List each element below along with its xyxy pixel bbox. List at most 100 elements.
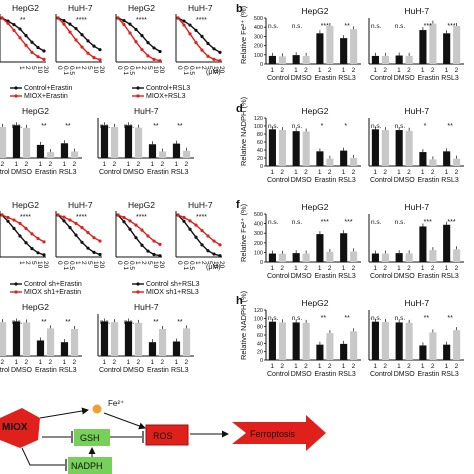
bar-1 [316, 234, 324, 262]
data-point-red [12, 28, 16, 32]
x-tick-label: 1 [18, 66, 25, 70]
legend-marker [14, 86, 18, 90]
group-label: Erastin [315, 371, 337, 378]
data-point-red [134, 40, 138, 44]
bar-sublabel: 1 [445, 265, 449, 272]
x-tick-label: 20 [218, 261, 225, 269]
bar-1 [371, 55, 379, 64]
data-point-red [74, 221, 78, 225]
panel-title: HepG2 [12, 200, 39, 210]
x-tick-label: 10 [152, 66, 159, 74]
data-point-red [116, 213, 120, 217]
line-panel: HuH-7 **** 0 0.1 0.5 1 2 5 10 20 [55, 200, 105, 270]
bar-2 [134, 127, 143, 158]
group-label: Erastin [418, 371, 440, 378]
bar-sublabel: 2 [328, 169, 332, 176]
group-label: Control [0, 367, 10, 374]
group-label: Erastin [315, 75, 337, 82]
bar-sublabel: 1 [270, 67, 274, 74]
ros-label: ROS [153, 431, 173, 441]
x-tick-label: 0.5 [188, 66, 195, 75]
legend-marker [136, 94, 140, 98]
ns-label: n.s. [292, 219, 303, 226]
data-point-black [92, 44, 96, 48]
group-label: Erastin [418, 177, 440, 184]
bar-2 [405, 55, 413, 64]
bar-2 [302, 55, 310, 64]
bar-2 [381, 322, 389, 360]
data-point-black [134, 236, 138, 240]
bar-sublabel: 2 [280, 363, 284, 370]
y-tick-label: 80 [257, 325, 263, 331]
group-label: DMSO [123, 367, 145, 374]
bar-2 [46, 328, 55, 356]
panel-title: HuH-7 [405, 106, 430, 116]
ns-label: n.s. [395, 219, 406, 226]
data-point-black [182, 19, 186, 23]
panel-title: HuH-7 [188, 200, 213, 210]
data-point-red [0, 16, 4, 20]
data-point-black [24, 34, 28, 38]
bar-sublabel: 2 [280, 169, 284, 176]
data-point-red [24, 43, 28, 47]
x-tick-label: 0.1 [62, 261, 69, 270]
data-point-red [92, 236, 96, 240]
data-point-black [24, 241, 28, 245]
data-point-red [0, 213, 4, 217]
significance-label: **** [76, 17, 87, 24]
x-tick-label: 0.1 [122, 66, 129, 75]
nadph-label: NADPH [71, 461, 103, 471]
ns-label: n.s. [124, 319, 135, 326]
bar-2 [46, 152, 55, 158]
bar-panels: HepG212Controln.s.12DMSOn.s.12Erastin**1… [0, 3, 464, 378]
y-tick-label: 100 [254, 250, 263, 256]
bar-panel-f: f Relative Fe²⁺ (%) HepG2 0 100 200 300 400 500 1… [236, 199, 464, 280]
x-tick-label: 0.5 [68, 66, 75, 75]
x-tick-label: 0 [56, 261, 63, 265]
data-point-red [42, 240, 46, 244]
significance-label: **** [136, 214, 147, 221]
bar-1 [443, 151, 451, 166]
bar-2 [429, 23, 437, 64]
data-point-red [68, 30, 72, 34]
bar-sublabel: 1 [38, 359, 42, 366]
data-point-red [128, 31, 132, 35]
bar-sublabel: 1 [270, 363, 274, 370]
bar-sublabel: 2 [455, 169, 459, 176]
legend-marker [14, 290, 18, 294]
y-tick-label: 20 [257, 156, 263, 162]
bar-1 [148, 342, 157, 356]
x-tick-label: 5 [86, 261, 93, 265]
group-label: DMSO [394, 177, 416, 184]
bar-1 [292, 322, 300, 360]
y-tick-label: 200 [254, 241, 263, 247]
data-point-black [12, 23, 16, 27]
significance-label: *** [447, 23, 455, 30]
bar-sublabel: 2 [161, 161, 165, 168]
y-tick-label: 500 [254, 212, 263, 218]
data-point-black [194, 28, 198, 32]
ferroptosis-label: Ferroptosis [250, 429, 296, 439]
data-point-red [68, 218, 72, 222]
data-point-black [128, 22, 132, 26]
y-axis-label: Relative Fe²⁺ (%) [239, 5, 248, 64]
significance-label: ** [153, 123, 159, 130]
bar-2 [381, 55, 389, 64]
group-label: DMSO [291, 75, 313, 82]
bar-sublabel: 1 [174, 161, 178, 168]
y-tick-label: 100 [254, 316, 263, 322]
bar-2 [110, 322, 119, 356]
bar-1 [395, 253, 403, 262]
significance-label: *** [424, 219, 432, 226]
bar-sublabel: 1 [150, 161, 154, 168]
bar-2 [0, 322, 7, 356]
x-tick-label: 1 [18, 261, 25, 265]
nadph-node [68, 457, 112, 474]
x-tick-label: 1 [134, 261, 141, 265]
data-point-red [122, 215, 126, 220]
bar-1 [340, 150, 348, 166]
y-tick-label: 100 [254, 53, 263, 59]
data-point-black [18, 27, 22, 31]
significance-label: ** [153, 319, 159, 326]
